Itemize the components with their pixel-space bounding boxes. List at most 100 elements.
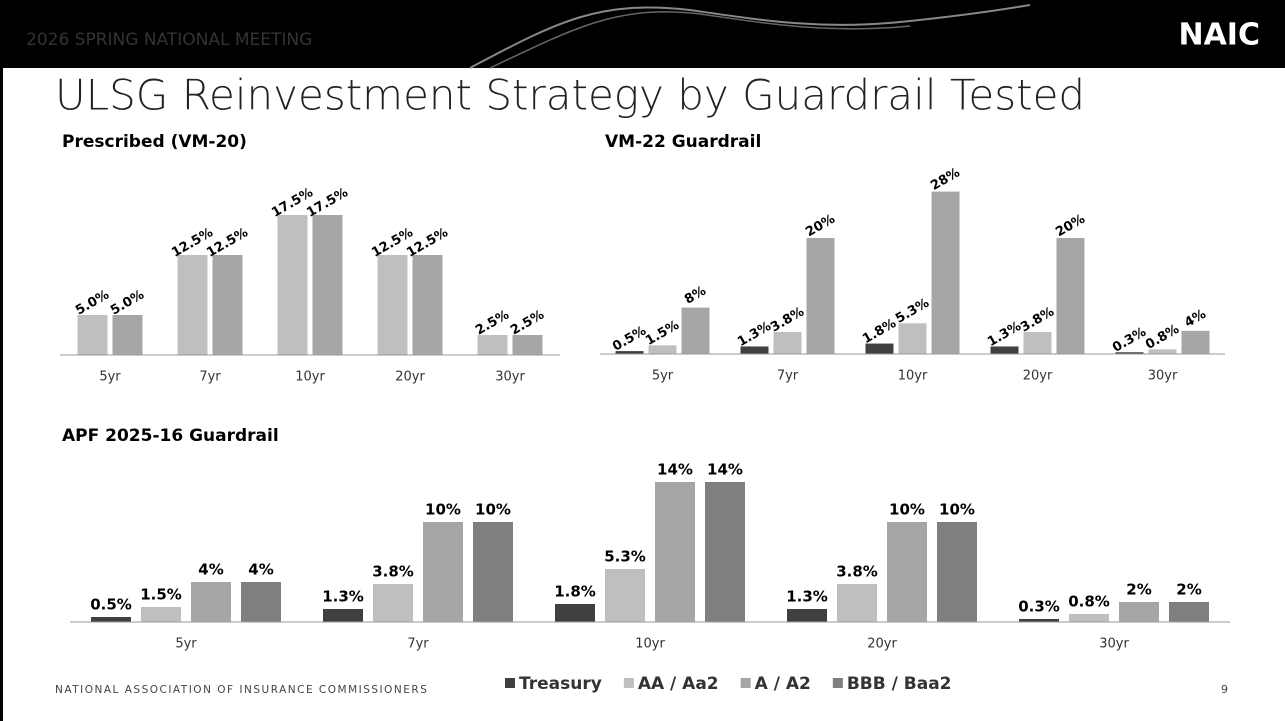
- bar: [512, 335, 543, 355]
- x-tick-label: 5yr: [175, 637, 197, 652]
- bar: [605, 569, 645, 622]
- x-tick-label: 30yr: [495, 370, 525, 385]
- x-tick-label: 7yr: [407, 637, 429, 652]
- bar: [373, 584, 413, 622]
- bar: [705, 482, 745, 622]
- footer-organization: NATIONAL ASSOCIATION OF INSURANCE COMMIS…: [55, 684, 428, 696]
- bar: [681, 307, 710, 354]
- x-tick-label: 5yr: [99, 370, 121, 385]
- x-tick-label: 10yr: [635, 637, 665, 652]
- bar: [740, 346, 769, 354]
- bar: [615, 351, 644, 354]
- value-label: 2%: [1126, 581, 1151, 599]
- value-label: 3.8%: [372, 563, 414, 581]
- bar: [277, 215, 308, 355]
- bar: [212, 255, 243, 355]
- x-tick-label: 7yr: [199, 370, 221, 385]
- legend-label: BBB / Baa2: [847, 674, 952, 694]
- bar: [648, 345, 677, 354]
- value-label: 2%: [1176, 581, 1201, 599]
- bar: [323, 609, 363, 622]
- slide-title: ULSG Reinvestment Strategy by Guardrail …: [55, 71, 1085, 120]
- bar: [1169, 602, 1209, 622]
- bar: [473, 522, 513, 622]
- bar: [1119, 602, 1159, 622]
- x-tick-label: 20yr: [867, 637, 897, 652]
- meeting-label: 2026 SPRING NATIONAL MEETING: [26, 30, 312, 50]
- legend-swatch: [740, 678, 751, 688]
- bar: [1056, 238, 1085, 354]
- bar: [1148, 349, 1177, 354]
- x-tick-label: 10yr: [898, 369, 928, 384]
- bar: [423, 522, 463, 622]
- bar: [112, 315, 143, 355]
- legend-label: A / A2: [755, 674, 811, 694]
- bar: [1115, 352, 1144, 354]
- chart-title: Prescribed (VM-20): [62, 132, 247, 152]
- bar: [837, 584, 877, 622]
- bar: [241, 582, 281, 622]
- chart-title: VM-22 Guardrail: [605, 132, 761, 152]
- value-label: 28%: [928, 165, 962, 194]
- bar: [477, 335, 508, 355]
- bar: [1023, 331, 1052, 354]
- legend-label: AA / Aa2: [638, 674, 719, 694]
- bar: [141, 607, 181, 622]
- value-label: 20%: [803, 212, 837, 241]
- bar: [77, 315, 108, 355]
- legend-swatch: [623, 678, 634, 688]
- value-label: 4%: [1182, 307, 1209, 331]
- bar: [990, 346, 1019, 354]
- bar: [931, 191, 960, 354]
- bar: [1019, 619, 1059, 622]
- legend-label: Treasury: [519, 674, 602, 694]
- ribbon: [469, 4, 1031, 69]
- bar: [937, 522, 977, 622]
- value-label: 5.3%: [893, 296, 932, 327]
- bar: [1069, 614, 1109, 622]
- x-tick-label: 5yr: [652, 369, 674, 384]
- legend-swatch: [505, 678, 515, 688]
- bar: [555, 604, 595, 622]
- value-label: 14%: [657, 461, 693, 479]
- value-label: 3.8%: [768, 304, 807, 335]
- bar: [91, 617, 131, 622]
- value-label: 3.8%: [836, 563, 878, 581]
- bar: [312, 215, 343, 355]
- bar: [177, 255, 208, 355]
- value-label: 10%: [425, 501, 461, 519]
- bar: [773, 331, 802, 354]
- page-number: 9: [1221, 683, 1228, 696]
- bar: [412, 255, 443, 355]
- value-label: 0.5%: [90, 596, 132, 614]
- value-label: 0.5%: [610, 324, 649, 355]
- value-label: 1.5%: [140, 586, 182, 604]
- value-label: 1.3%: [322, 588, 364, 606]
- value-label: 20%: [1053, 212, 1087, 241]
- ribbon: [489, 11, 911, 69]
- value-label: 10%: [889, 501, 925, 519]
- x-tick-label: 20yr: [1023, 369, 1053, 384]
- x-tick-label: 7yr: [777, 369, 799, 384]
- x-tick-label: 30yr: [1099, 637, 1129, 652]
- bar: [865, 343, 894, 354]
- value-label: 1.3%: [786, 588, 828, 606]
- value-label: 8%: [682, 284, 709, 308]
- value-label: 1.8%: [860, 316, 899, 347]
- value-label: 1.5%: [643, 318, 682, 349]
- value-label: 0.8%: [1143, 322, 1182, 353]
- chart-title: APF 2025-16 Guardrail: [62, 426, 279, 446]
- value-label: 0.8%: [1068, 593, 1110, 611]
- x-tick-label: 20yr: [395, 370, 425, 385]
- x-tick-label: 30yr: [1148, 369, 1178, 384]
- bar: [377, 255, 408, 355]
- value-label: 2.5%: [473, 307, 512, 338]
- bar: [887, 522, 927, 622]
- bar: [806, 238, 835, 354]
- bar: [191, 582, 231, 622]
- bar: [898, 323, 927, 354]
- logo: NAIC: [1178, 18, 1260, 53]
- value-label: 14%: [707, 461, 743, 479]
- value-label: 4%: [198, 561, 223, 579]
